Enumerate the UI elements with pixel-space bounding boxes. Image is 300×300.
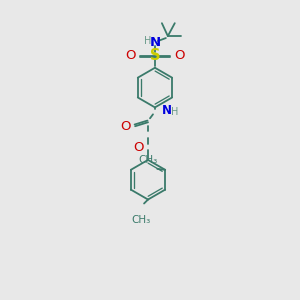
Text: H: H <box>171 107 178 117</box>
Text: O: O <box>126 50 136 62</box>
Text: O: O <box>134 140 144 154</box>
Text: N: N <box>162 104 172 117</box>
Text: S: S <box>150 48 160 63</box>
Text: O: O <box>121 120 131 133</box>
Text: O: O <box>174 50 184 62</box>
Text: CH₃: CH₃ <box>139 155 158 165</box>
Text: CH₃: CH₃ <box>131 215 151 225</box>
Text: N: N <box>149 37 161 50</box>
Text: H: H <box>144 36 152 46</box>
